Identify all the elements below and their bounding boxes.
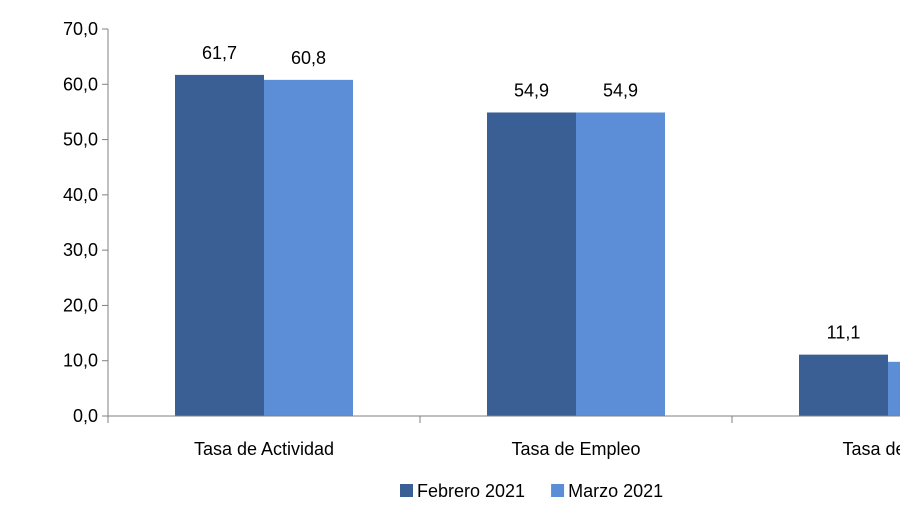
data-label: 60,8 [291,48,326,68]
data-label: 54,9 [514,80,549,100]
y-tick-label: 10,0 [63,351,98,371]
y-tick-label: 50,0 [63,130,98,150]
bar-febrero-2 [799,354,888,416]
y-tick-label: 20,0 [63,295,98,315]
bar-marzo-0 [264,79,353,416]
category-label: Tasa de Actividad [194,439,334,459]
data-label: 61,7 [202,43,237,63]
legend-label: Marzo 2021 [568,481,663,501]
category-label: Tasa de Empleo [511,439,640,459]
bar-febrero-0 [175,74,264,416]
y-axis: 0,0 10,0 20,0 30,0 40,0 50,0 60,0 70,0 [63,19,109,426]
x-axis: Tasa de Actividad Tasa de Empleo Tasa de D… [107,415,900,459]
bars: 61,7 60,8 54,9 54,9 11,1 [175,43,900,416]
y-tick-label: 0,0 [73,406,98,426]
y-tick-label: 60,0 [63,74,98,94]
legend: Febrero 2021 Marzo 2021 [400,481,663,501]
category-label: Tasa de De [842,439,900,459]
bar-marzo-2 [888,361,900,416]
data-label: 11,1 [827,323,861,343]
bar-marzo-1 [576,112,665,416]
legend-swatch [551,484,565,497]
data-label: 54,9 [603,80,638,100]
y-tick-label: 40,0 [63,185,98,205]
y-tick-label: 30,0 [63,240,98,260]
y-tick-label: 70,0 [63,19,98,39]
legend-label: Febrero 2021 [417,481,525,501]
bar-febrero-1 [487,112,576,416]
legend-swatch [400,484,413,497]
